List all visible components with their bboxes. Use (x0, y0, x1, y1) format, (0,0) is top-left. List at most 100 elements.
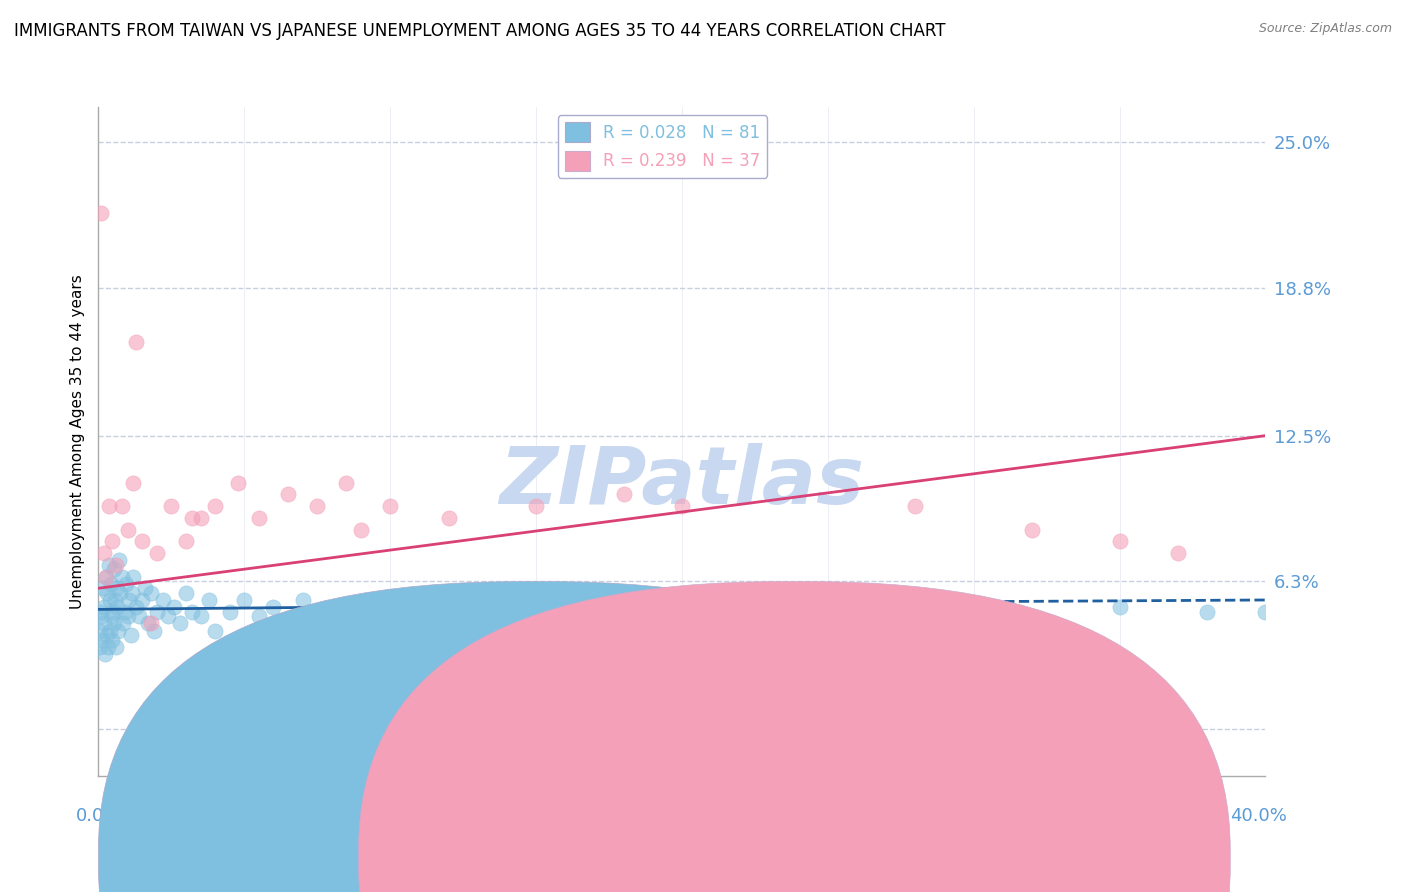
Point (904, 600, 927, 615)
Point (160, 499, 183, 513)
Point (169, 616, 191, 631)
Point (118, 593, 141, 607)
Point (139, 616, 162, 631)
Point (90, 632, 112, 647)
Point (128, 609, 150, 624)
Point (101, 605, 124, 619)
Point (962, 605, 984, 619)
Point (146, 546, 169, 560)
Point (157, 609, 180, 624)
Point (1021, 523, 1043, 537)
Point (134, 581, 156, 595)
Point (117, 523, 139, 537)
Point (583, 593, 606, 607)
Point (93, 546, 115, 560)
Point (437, 511, 460, 525)
Point (125, 600, 148, 615)
Point (110, 586, 132, 600)
Point (228, 475, 250, 490)
Point (96, 586, 118, 600)
Point (613, 487, 636, 501)
Point (190, 609, 212, 624)
Point (90, 605, 112, 619)
Point (100, 609, 122, 624)
Point (247, 609, 270, 624)
Point (122, 569, 145, 583)
Point (380, 499, 402, 513)
Point (103, 562, 125, 576)
Point (524, 605, 547, 619)
Point (846, 605, 869, 619)
Point (350, 523, 373, 537)
Point (1108, 534, 1130, 549)
Point (730, 651, 752, 665)
Point (120, 628, 142, 642)
Point (198, 593, 221, 607)
Point (1197, 605, 1219, 619)
Point (108, 553, 131, 567)
Point (104, 593, 127, 607)
Point (613, 609, 636, 624)
Point (174, 586, 197, 600)
Point (204, 499, 226, 513)
Point (111, 499, 134, 513)
Point (180, 511, 202, 525)
Point (163, 600, 186, 615)
Point (139, 586, 162, 600)
Text: 40.0%: 40.0% (1230, 807, 1286, 825)
Text: 0.0%: 0.0% (76, 807, 121, 825)
Point (321, 600, 343, 615)
Point (136, 616, 159, 631)
Point (94, 569, 117, 583)
Legend: R = 0.028   N = 81, R = 0.239   N = 37: R = 0.028 N = 81, R = 0.239 N = 37 (558, 115, 766, 178)
Point (122, 475, 145, 490)
Point (247, 511, 270, 525)
Point (641, 605, 664, 619)
Point (180, 605, 202, 619)
Point (277, 487, 299, 501)
Point (233, 593, 256, 607)
Point (904, 499, 927, 513)
Point (554, 600, 576, 615)
Text: ZIPatlas: ZIPatlas (499, 442, 865, 521)
Point (467, 593, 489, 607)
Text: Japanese: Japanese (823, 851, 893, 865)
Point (307, 499, 329, 513)
Point (730, 593, 752, 607)
Point (91, 581, 114, 595)
Point (962, 651, 984, 665)
Point (174, 534, 197, 549)
Text: Source: ZipAtlas.com: Source: ZipAtlas.com (1258, 22, 1392, 36)
Point (117, 609, 139, 624)
Point (291, 593, 314, 607)
Point (111, 569, 134, 583)
Point (121, 586, 143, 600)
Point (96, 628, 118, 642)
Point (105, 581, 128, 595)
Point (104, 558, 127, 572)
Point (437, 600, 460, 615)
Point (350, 609, 373, 624)
Point (90, 609, 112, 624)
Point (105, 600, 128, 615)
Point (98, 624, 121, 638)
Point (142, 624, 165, 638)
Point (98, 593, 121, 607)
Point (152, 593, 174, 607)
Point (335, 475, 357, 490)
Point (817, 651, 839, 665)
Point (114, 605, 136, 619)
Point (146, 605, 169, 619)
Point (93, 600, 115, 615)
Point (496, 609, 519, 624)
Point (94, 647, 117, 661)
Point (131, 534, 153, 549)
Point (107, 624, 129, 638)
Point (218, 605, 240, 619)
Y-axis label: Unemployment Among Ages 35 to 44 years: Unemployment Among Ages 35 to 44 years (69, 274, 84, 609)
Point (97, 499, 120, 513)
Point (671, 600, 693, 615)
Point (100, 576, 122, 591)
Point (233, 640, 256, 654)
Point (1167, 546, 1189, 560)
